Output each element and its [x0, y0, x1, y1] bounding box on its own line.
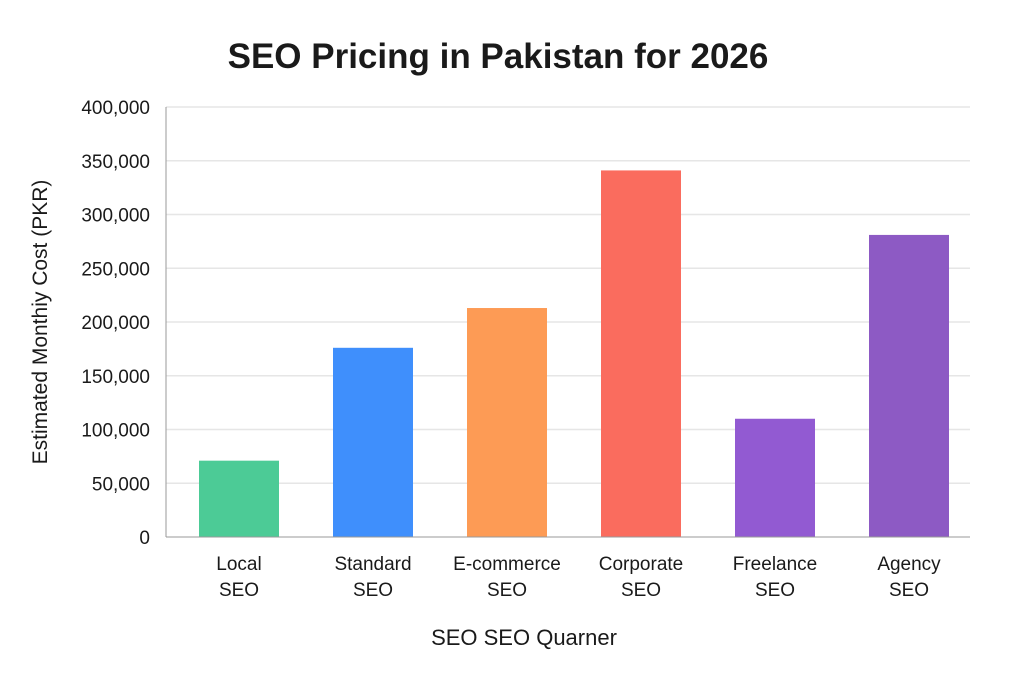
x-tick-label: SEO: [353, 580, 393, 601]
y-axis-label: Estimated Monthiy Cost (PKR): [29, 180, 52, 465]
x-tick-label: SEO: [755, 580, 795, 601]
bars: [199, 170, 949, 538]
x-tick-labels: Local SEO Standard SEO E-commerce SEO Corporat…: [216, 554, 941, 601]
bar: [199, 460, 279, 537]
y-tick-labels: 0 50,000 100,000 150,000 200,000 250,000 300,0…: [81, 98, 150, 549]
y-tick-label: 0: [139, 528, 150, 549]
gridlines: [166, 106, 970, 484]
bar: [467, 308, 547, 537]
y-tick-label: 350,000: [81, 152, 150, 173]
bar: [735, 418, 815, 537]
x-axis-label: SEO SEO Quarner: [431, 625, 617, 650]
y-tick-label: 300,000: [81, 206, 150, 227]
x-tick-label: Local: [216, 554, 261, 575]
x-tick-label: E-commerce: [453, 554, 561, 575]
y-tick-label: 250,000: [81, 259, 150, 280]
x-tick-label: SEO: [621, 580, 661, 601]
x-tick-label: Agency: [877, 554, 941, 575]
y-tick-label: 200,000: [81, 313, 150, 334]
x-tick-label: SEO: [889, 580, 929, 601]
chart-title: SEO Pricing in Pakistan for 2026: [228, 37, 769, 76]
y-tick-label: 150,000: [81, 367, 150, 388]
y-tick-label: 400,000: [81, 98, 150, 119]
y-tick-label: 50,000: [92, 474, 150, 495]
bar: [601, 170, 681, 538]
x-tick-label: SEO: [219, 580, 259, 601]
y-tick-label: 100,000: [81, 421, 150, 442]
x-tick-label: Standard: [334, 554, 411, 575]
x-tick-label: Corporate: [599, 554, 684, 575]
x-tick-label: Freelance: [733, 554, 818, 575]
bar: [869, 234, 949, 538]
x-tick-label: SEO: [487, 580, 527, 601]
bar: [333, 347, 413, 537]
